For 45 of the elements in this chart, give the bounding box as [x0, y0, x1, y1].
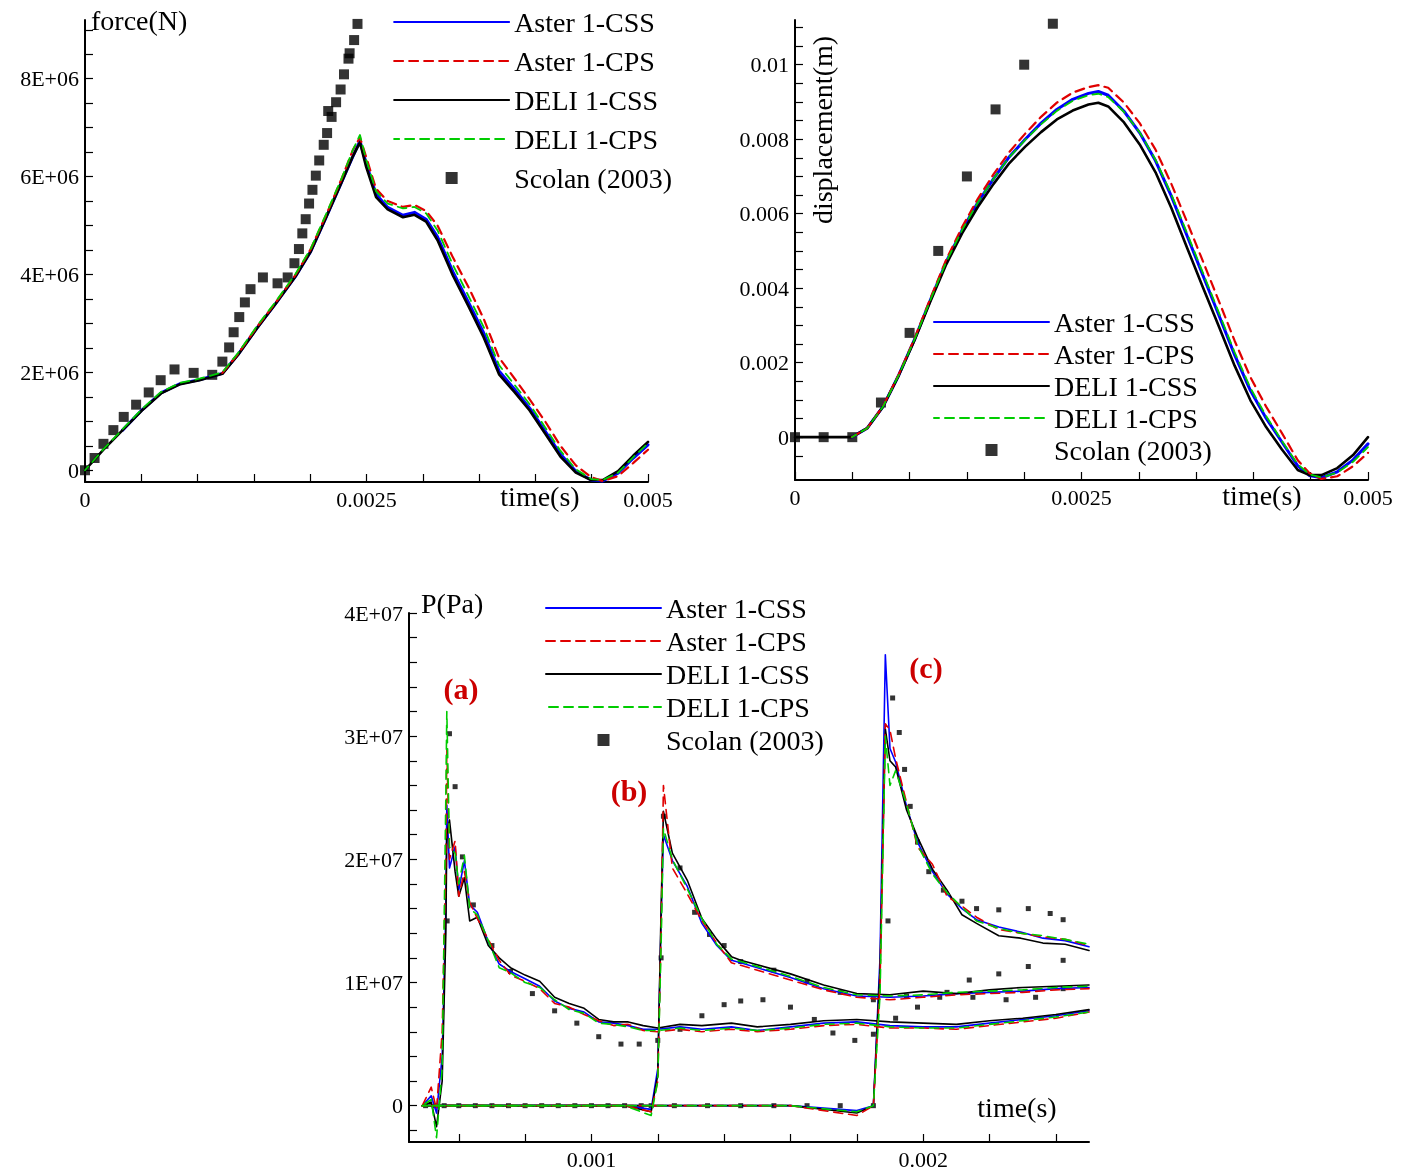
y-tick-label: 0.002: [739, 350, 789, 376]
x-tick-label: 0.0025: [336, 486, 397, 512]
y-tick-label: 0: [778, 424, 789, 450]
y-tick-label: 0: [68, 457, 79, 483]
legend-label: Aster 1-CPS: [666, 625, 807, 657]
y-tick-label: 2E+06: [20, 359, 79, 385]
y-tick-label: 0.006: [739, 201, 789, 227]
legend-label: Scolan (2003): [514, 162, 672, 194]
y-axis-title: force(N): [91, 4, 188, 36]
y-tick-label: 3E+07: [344, 723, 403, 749]
annotation: (b): [610, 773, 648, 808]
legend-label: DELI 1-CPS: [666, 691, 810, 723]
annotation: (a): [443, 671, 479, 706]
legend-label: Aster 1-CSS: [514, 6, 655, 38]
y-tick-label: 2E+07: [344, 846, 403, 872]
legend-label: DELI 1-CSS: [514, 84, 659, 116]
x-tick-label: 0.005: [623, 486, 673, 512]
legend-label: DELI 1-CSS: [666, 658, 810, 690]
legend-label: DELI 1-CPS: [1054, 402, 1198, 434]
y-tick-label: 4E+06: [20, 261, 79, 287]
x-tick-label: 0.0025: [1051, 484, 1112, 510]
annotation: (c): [909, 650, 943, 685]
y-tick-label: 1E+07: [344, 970, 403, 995]
y-tick-label: 0: [392, 1093, 403, 1119]
y-tick-label: 0.01: [750, 52, 789, 78]
legend-label: Aster 1-CSS: [666, 592, 807, 624]
y-tick-label: 0.004: [739, 275, 789, 301]
y-tick-label: 0.008: [739, 126, 789, 152]
x-axis-title: time(s): [500, 480, 580, 512]
y-axis-title: P(Pa): [421, 587, 484, 619]
x-tick-label: 0.005: [1343, 484, 1393, 510]
x-axis-title: time(s): [977, 1091, 1057, 1123]
y-tick-label: 6E+06: [20, 164, 79, 190]
y-axis-title: displacement(m): [806, 35, 838, 225]
x-axis-title: time(s): [1222, 479, 1302, 511]
legend-label: Scolan (2003): [666, 724, 824, 756]
legend-label: Aster 1-CSS: [1054, 306, 1195, 338]
y-tick-label: 8E+06: [20, 66, 79, 92]
legend-label: Aster 1-CPS: [1054, 338, 1195, 370]
legend-label: DELI 1-CPS: [514, 123, 659, 155]
legend-label: Scolan (2003): [1054, 434, 1212, 466]
legend-label: Aster 1-CPS: [514, 45, 655, 77]
x-tick-label: 0.001: [566, 1146, 617, 1172]
y-tick-label: 4E+07: [344, 600, 403, 626]
legend-label: DELI 1-CSS: [1054, 370, 1198, 402]
